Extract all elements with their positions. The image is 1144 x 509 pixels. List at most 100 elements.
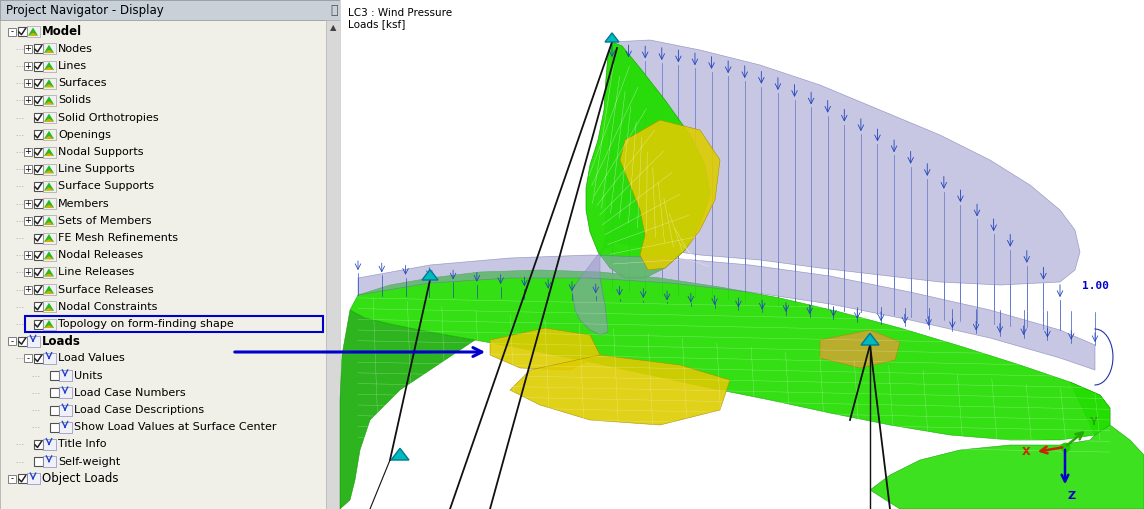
Text: 뒤: 뒤 <box>329 4 337 16</box>
Bar <box>33 285 42 294</box>
Polygon shape <box>43 148 54 156</box>
Text: Z: Z <box>1068 491 1077 501</box>
Polygon shape <box>490 328 599 370</box>
Polygon shape <box>572 40 1080 335</box>
Bar <box>42 164 56 175</box>
Polygon shape <box>43 45 54 53</box>
Text: Topology on form-finding shape: Topology on form-finding shape <box>58 319 233 329</box>
Text: Y: Y <box>1089 417 1097 427</box>
Bar <box>49 406 58 414</box>
Polygon shape <box>340 310 475 509</box>
Polygon shape <box>43 217 54 225</box>
Bar <box>58 370 71 381</box>
Polygon shape <box>43 308 54 311</box>
Text: Openings: Openings <box>58 130 111 140</box>
Bar <box>42 456 56 467</box>
Bar <box>33 62 42 71</box>
Bar <box>33 251 42 260</box>
Bar <box>42 112 56 123</box>
Bar <box>24 217 32 225</box>
Bar <box>25 317 323 331</box>
Polygon shape <box>43 222 54 225</box>
Polygon shape <box>43 96 54 104</box>
Bar <box>24 268 32 276</box>
Polygon shape <box>43 273 54 276</box>
Text: -: - <box>10 336 14 346</box>
Text: +: + <box>24 268 31 277</box>
Bar <box>58 387 71 399</box>
Text: Line Supports: Line Supports <box>58 164 135 174</box>
Text: ▲: ▲ <box>329 23 336 33</box>
Text: Model: Model <box>42 25 82 38</box>
Bar <box>24 165 32 173</box>
Bar <box>26 473 40 484</box>
Bar <box>33 199 42 208</box>
Text: Project Navigator - Display: Project Navigator - Display <box>6 4 164 16</box>
Polygon shape <box>391 448 410 460</box>
Bar <box>33 354 42 363</box>
Bar <box>33 165 42 174</box>
Text: +: + <box>24 165 31 174</box>
Bar <box>24 79 32 87</box>
Text: 1.00: 1.00 <box>1082 281 1109 291</box>
Polygon shape <box>43 303 54 311</box>
Text: +: + <box>24 148 31 156</box>
Text: Show Load Values at Surface Center: Show Load Values at Surface Center <box>74 422 277 432</box>
Bar <box>42 319 56 329</box>
Text: Surface Releases: Surface Releases <box>58 285 153 295</box>
Text: FE Mesh Refinements: FE Mesh Refinements <box>58 233 178 243</box>
Text: Nodal Releases: Nodal Releases <box>58 250 143 260</box>
Bar <box>42 61 56 71</box>
Polygon shape <box>43 182 54 190</box>
Bar <box>33 457 42 466</box>
Bar <box>42 233 56 243</box>
Bar <box>33 96 42 105</box>
Bar <box>58 405 71 415</box>
Bar <box>33 182 42 191</box>
Text: Solid Orthotropies: Solid Orthotropies <box>58 112 159 123</box>
Polygon shape <box>43 62 54 70</box>
Text: Loads: Loads <box>42 335 81 348</box>
Polygon shape <box>43 67 54 70</box>
Text: +: + <box>24 79 31 88</box>
Bar <box>17 27 26 36</box>
Bar <box>24 148 32 156</box>
Bar <box>33 268 42 277</box>
Bar <box>17 474 26 484</box>
Polygon shape <box>620 120 720 270</box>
Polygon shape <box>43 101 54 104</box>
Text: Nodes: Nodes <box>58 44 93 54</box>
Bar <box>0 0 340 509</box>
Text: Surface Supports: Surface Supports <box>58 181 154 191</box>
Polygon shape <box>586 42 710 278</box>
Text: Load Values: Load Values <box>58 353 125 363</box>
Polygon shape <box>43 251 54 259</box>
Polygon shape <box>43 205 54 208</box>
Text: Sets of Members: Sets of Members <box>58 216 151 226</box>
Bar <box>42 267 56 278</box>
Bar <box>33 302 42 312</box>
Polygon shape <box>43 268 54 276</box>
Text: +: + <box>24 62 31 71</box>
Polygon shape <box>820 330 900 368</box>
Bar <box>340 0 1144 509</box>
Polygon shape <box>43 136 54 139</box>
Polygon shape <box>27 33 38 36</box>
Text: -: - <box>26 354 30 363</box>
Bar <box>33 148 42 156</box>
Bar <box>42 284 56 295</box>
Bar <box>42 95 56 106</box>
Text: Nodal Supports: Nodal Supports <box>58 147 143 157</box>
Text: +: + <box>24 285 31 294</box>
Polygon shape <box>43 286 54 294</box>
Bar <box>33 79 42 88</box>
Text: Line Releases: Line Releases <box>58 267 134 277</box>
Bar <box>33 130 42 139</box>
Bar <box>42 301 56 313</box>
Polygon shape <box>43 200 54 208</box>
Text: X: X <box>1022 447 1030 457</box>
Bar <box>33 44 42 53</box>
Text: +: + <box>24 216 31 225</box>
Polygon shape <box>422 270 438 280</box>
Polygon shape <box>43 256 54 259</box>
